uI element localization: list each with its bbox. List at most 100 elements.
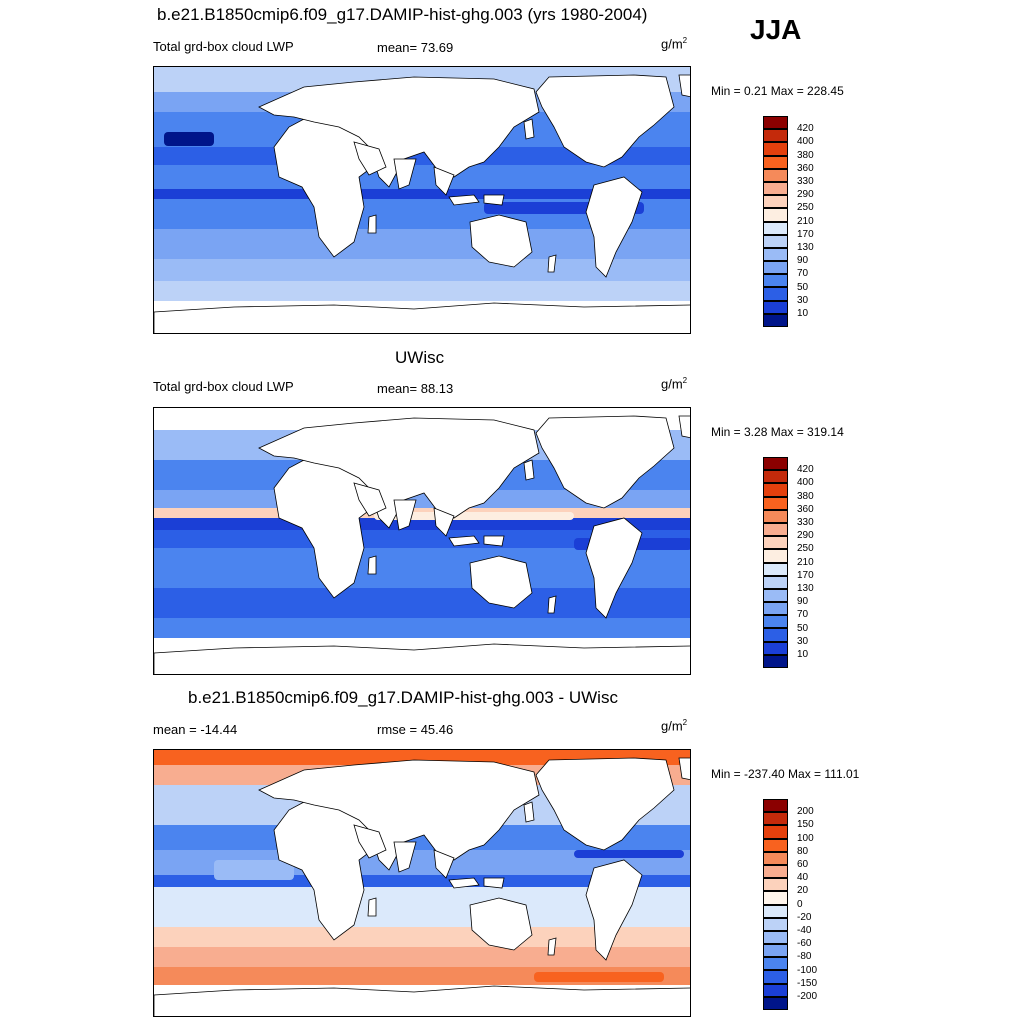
colorbar-tick-label: 130 <box>797 242 814 253</box>
colorbar-box <box>763 838 788 852</box>
colorbar-tick-label: 50 <box>797 622 809 634</box>
colorbar-box <box>763 234 788 248</box>
colorbar-box <box>763 168 788 182</box>
colorbar-tick-label: 90 <box>797 255 809 267</box>
panel-2-mean-label: mean= 88.13 <box>377 381 454 396</box>
colorbar-box <box>763 957 788 971</box>
coastline-landmass <box>547 595 557 614</box>
colorbar-box <box>763 313 788 327</box>
colorbar-tick-label: -40 <box>797 925 812 936</box>
colorbar-box <box>763 904 788 918</box>
colorbar-tick-label: 290 <box>797 530 814 542</box>
coastline-landmass <box>523 118 535 140</box>
colorbar-box <box>763 628 788 642</box>
colorbar-tick-label: 210 <box>797 556 814 568</box>
coastline-landmass <box>353 141 387 176</box>
field-band <box>154 189 690 199</box>
coastline-landmass <box>523 459 535 481</box>
panel-1-unit: g/m2 <box>661 36 688 52</box>
colorbar-tick-label: 150 <box>797 819 814 831</box>
map-field <box>154 408 690 674</box>
field-feature <box>164 132 214 146</box>
coastline-landmass <box>448 535 480 547</box>
coastline-landmass <box>678 757 690 781</box>
coastline-landmass <box>154 302 690 333</box>
panel-1-title: b.e21.B1850cmip6.f09_g17.DAMIP-hist-ghg.… <box>157 5 648 24</box>
colorbar-tick-label: 70 <box>797 609 809 621</box>
field-band <box>154 259 690 281</box>
colorbar-box <box>763 129 788 143</box>
colorbar-box <box>763 930 788 945</box>
colorbar-box <box>763 496 788 510</box>
coastline-landmass <box>448 877 480 889</box>
colorbar-tick-label: 30 <box>797 635 809 647</box>
panel-3-colorbar <box>763 799 788 1010</box>
panel-1-map <box>153 66 691 334</box>
coastline-landmass <box>367 897 377 917</box>
colorbar-box <box>763 509 788 523</box>
field-feature <box>214 860 294 880</box>
colorbar-box <box>763 602 788 616</box>
coastline-landmass <box>367 555 377 575</box>
coastline-landmass <box>535 757 675 851</box>
colorbar-tick-label: 80 <box>797 845 809 857</box>
colorbar-tick-label: -60 <box>797 938 812 950</box>
colorbar-tick-label: 210 <box>797 215 814 227</box>
colorbar-tick-label: 380 <box>797 490 814 502</box>
colorbar-box <box>763 588 788 603</box>
coastline-landmass <box>433 166 455 196</box>
colorbar-tick-label: 170 <box>797 228 814 240</box>
colorbar-box <box>763 483 788 497</box>
field-feature <box>374 512 574 520</box>
colorbar-box <box>763 562 788 576</box>
colorbar-box <box>763 970 788 984</box>
colorbar-box <box>763 274 788 288</box>
coastline-landmass <box>393 499 417 531</box>
coastline-landmass <box>393 158 417 190</box>
panel-3-unit: g/m2 <box>661 718 688 734</box>
colorbar-box <box>763 641 788 655</box>
coastline-landmass <box>535 415 675 509</box>
colorbar-box <box>763 654 788 668</box>
panel-2-unit: g/m2 <box>661 376 688 392</box>
panel-2-map <box>153 407 691 675</box>
colorbar-box <box>763 181 788 196</box>
colorbar-tick-label: 130 <box>797 583 814 594</box>
coastline-landmass <box>678 74 690 98</box>
coastline-landmass <box>483 535 505 547</box>
coastline-landmass <box>154 985 690 1016</box>
panel-3-rmse-label: rmse = 45.46 <box>377 722 454 737</box>
colorbar-tick-label: 250 <box>797 202 814 214</box>
colorbar-tick-label: 90 <box>797 596 809 608</box>
coastline-landmass <box>433 849 455 879</box>
colorbar-tick-label: 330 <box>797 176 814 187</box>
colorbar-box <box>763 944 788 958</box>
coastline-landmass <box>367 214 377 234</box>
panel-3-minmax: Min = -237.40 Max = 111.01 <box>711 767 860 781</box>
colorbar-tick-label: 10 <box>797 308 809 319</box>
panel-1-colorbar <box>763 116 788 327</box>
map-field <box>154 67 690 333</box>
colorbar-tick-label: 380 <box>797 149 814 161</box>
coastline-landmass <box>448 194 480 206</box>
coastline-landmass <box>469 214 533 268</box>
colorbar-box <box>763 142 788 156</box>
panel-2-title: UWisc <box>395 348 445 367</box>
colorbar-tick-label: 60 <box>797 859 809 870</box>
panel-2-colorbar <box>763 457 788 668</box>
colorbar-box <box>763 247 788 262</box>
colorbar-box <box>763 300 788 314</box>
coastline-landmass <box>547 937 557 956</box>
map-field <box>154 750 690 1016</box>
panel-2-minmax: Min = 3.28 Max = 319.14 <box>711 425 844 439</box>
colorbar-tick-label: 420 <box>797 123 814 135</box>
colorbar-tick-label: 0 <box>797 898 803 910</box>
colorbar-box <box>763 549 788 563</box>
coastline-landmass <box>547 254 557 273</box>
panel-2-variable-label: Total grd-box cloud LWP <box>153 379 294 394</box>
field-feature <box>534 972 664 982</box>
colorbar-tick-label: 100 <box>797 832 814 844</box>
coastline-landmass <box>393 841 417 873</box>
coastline-landmass <box>535 74 675 168</box>
colorbar-box <box>763 825 788 839</box>
